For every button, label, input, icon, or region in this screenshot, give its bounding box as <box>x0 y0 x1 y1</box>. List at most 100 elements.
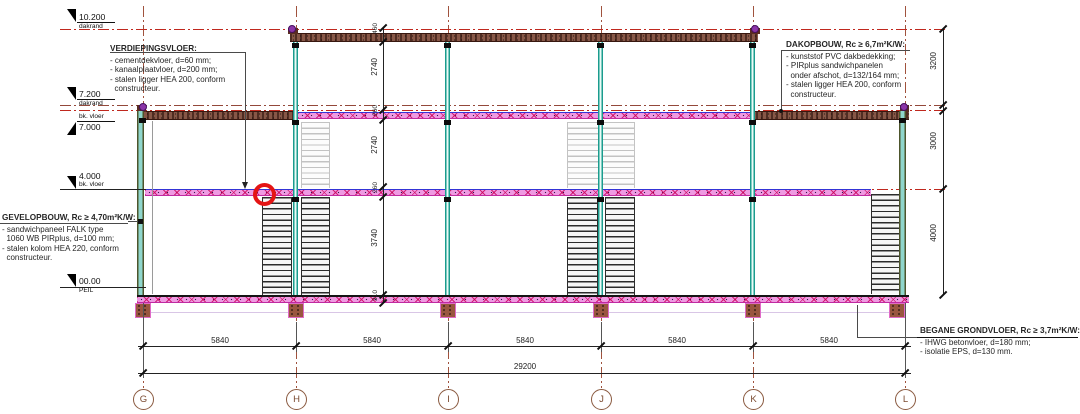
stair-flight <box>871 194 901 294</box>
note-leader <box>857 337 917 338</box>
extension-line <box>753 322 755 352</box>
junction-mark <box>597 197 604 202</box>
dim-chain-right <box>943 29 945 295</box>
dim-label: 260 <box>372 105 379 117</box>
dim-chain-mid <box>383 28 385 303</box>
foundation-footing <box>889 303 905 318</box>
junction-mark <box>749 197 756 202</box>
ground-floor-slab <box>137 295 909 303</box>
junction-mark <box>749 43 756 48</box>
level-line-7200 <box>60 105 948 107</box>
note-leader <box>128 221 140 222</box>
level-flag-icon <box>67 176 76 189</box>
purple-marker <box>288 25 296 33</box>
note-leader <box>781 50 783 111</box>
level-value: 00.00 <box>79 276 101 286</box>
note-verdiepingsvloer: VERDIEPINGSVLOER: - cementdekvloer, d=60… <box>110 44 260 94</box>
extension-line <box>601 322 603 352</box>
dim-label: 2740 <box>370 136 379 154</box>
note-leader <box>917 337 1078 338</box>
level-line-7000 <box>60 110 948 112</box>
note-line: - isolatie EPS, d=130 mm. <box>920 347 1013 357</box>
note-title: GEVELOPBOUW, Rc ≥ 4,70m²K/W: <box>2 213 136 222</box>
grid-bubble-H: H <box>286 389 307 410</box>
note-title: VERDIEPINGSVLOER: <box>110 44 197 53</box>
stair-flight <box>262 197 292 295</box>
column-H <box>293 42 298 295</box>
grid-bubble-J: J <box>591 389 612 410</box>
level-label: bk. vloer <box>79 113 104 120</box>
foundation-footing <box>745 303 761 318</box>
level-line-10200 <box>60 29 948 31</box>
floor-slab-4000 <box>145 189 871 196</box>
note-line: - stalen ligger HEA 200, conform <box>786 80 902 90</box>
roof-slab-left <box>137 111 298 120</box>
junction-mark <box>292 43 299 48</box>
junction-mark <box>597 120 604 125</box>
junction-mark <box>899 118 906 123</box>
level-label: PEIL <box>79 287 94 294</box>
dim-label: 5840 <box>363 336 381 345</box>
dim-label: 3740 <box>370 229 379 247</box>
dim-label: 460 <box>372 23 379 35</box>
grid-bubble-G: G <box>133 389 154 410</box>
note-gevelopbouw: GEVELOPBOUW, Rc ≥ 4,70m²K/W: - sandwichp… <box>2 213 142 263</box>
note-line: - sandwichpaneel FALK type <box>2 224 104 234</box>
dim-label: 4000 <box>929 224 938 242</box>
dim-label: 3000 <box>929 132 938 150</box>
dim-label: 310 <box>372 290 379 302</box>
extension-line <box>448 322 450 352</box>
level-value: 10.200 <box>79 12 106 22</box>
level-underline <box>77 22 115 23</box>
dim-label: 5840 <box>668 336 686 345</box>
column-J <box>598 42 603 295</box>
note-line: onder afschot, d=132/164 mm; <box>786 70 900 80</box>
note-line: 1060 WB PIRplus, d=100 mm; <box>2 234 115 244</box>
dim-line-total <box>138 373 911 375</box>
facade-wall-L <box>899 111 906 295</box>
level-value: 7.000 <box>79 122 101 132</box>
note-line: - PIRplus sandwichpanelen <box>786 61 883 71</box>
junction-mark <box>597 43 604 48</box>
purple-marker <box>751 25 759 33</box>
column-K <box>750 42 755 295</box>
note-title: BEGANE GRONDVLOER, Rc ≥ 3,7m²K/W: <box>920 326 1080 335</box>
dim-label: 260 <box>372 182 379 194</box>
grid-bubble-L: L <box>895 389 916 410</box>
facade-wall-G <box>137 111 144 295</box>
level-flag-icon <box>67 122 76 135</box>
note-title: DAKOPBOUW, Rc ≥ 6,7m²K/W: <box>786 40 905 49</box>
leader-arrow-icon <box>242 182 248 189</box>
level-label: bk. vloer <box>79 181 104 188</box>
wall-inner-face-line <box>152 121 153 294</box>
dim-tick <box>938 290 948 299</box>
dim-line-bays <box>138 346 911 348</box>
junction-mark <box>749 120 756 125</box>
level-flag-icon <box>67 274 76 287</box>
dim-label: 5840 <box>516 336 534 345</box>
level-label: dakrand <box>79 100 103 107</box>
level-label: dakrand <box>79 23 103 30</box>
extension-line <box>905 303 907 378</box>
junction-mark <box>292 197 299 202</box>
stair-flight <box>301 197 330 295</box>
foundation-footing <box>440 303 456 318</box>
note-leader <box>110 52 246 53</box>
leader-dot-icon <box>779 109 783 113</box>
leader-square-icon <box>138 219 143 224</box>
extension-line <box>143 303 145 378</box>
level-flag-icon <box>67 87 76 100</box>
junction-mark <box>444 43 451 48</box>
note-line: - stalen ligger HEA 200, conform <box>110 74 226 84</box>
roof-slab-high <box>290 33 758 42</box>
ground-insulation-line <box>143 312 906 313</box>
note-line: - kunststof PVC dakbedekking; <box>786 51 896 61</box>
note-line: - IHWG betonvloer, d=180 mm; <box>920 337 1031 347</box>
note-line: constructeur. <box>2 253 53 263</box>
stair-flight <box>567 197 598 295</box>
note-leader <box>245 52 247 184</box>
stair-flight-upper <box>301 122 330 188</box>
level-line-extension <box>60 189 146 191</box>
level-underline <box>77 99 115 100</box>
